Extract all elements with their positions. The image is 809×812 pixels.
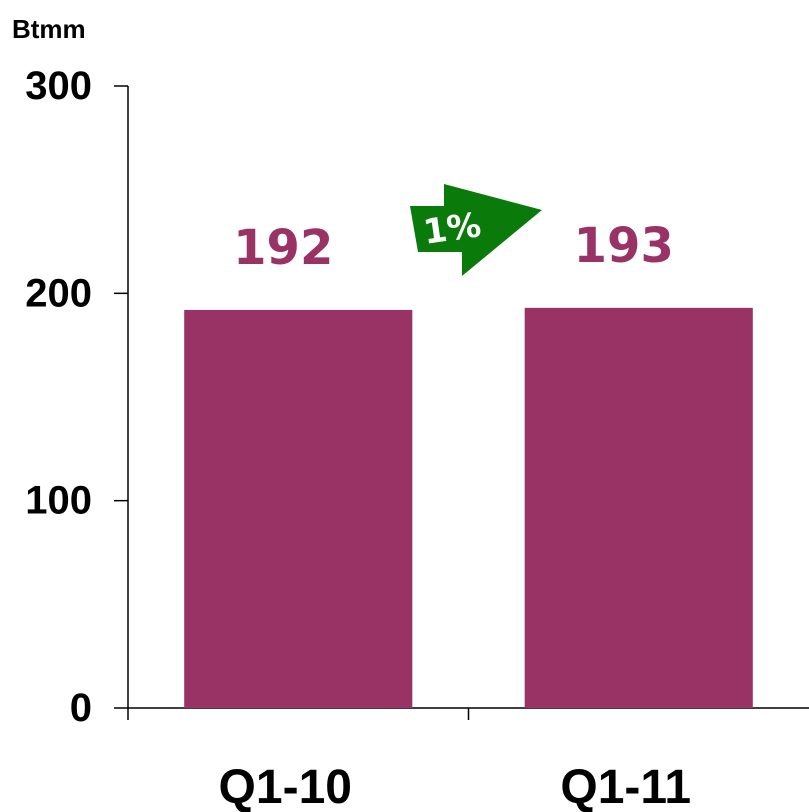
data-labels: 192 193 [233,218,674,276]
y-tick-label: 200 [25,271,92,315]
y-tick-label: 100 [25,479,92,523]
y-axis-unit-label: Btmm [12,14,86,44]
growth-arrow-annotation: 1% [410,184,542,276]
bar [184,309,413,708]
x-category-label: Q1-10 [219,761,352,812]
x-category-label: Q1-11 [560,761,691,812]
bar-value-label: 193 [574,218,674,274]
y-axis: 0 100 200 300 [25,64,129,730]
right-arrow-icon [410,184,542,276]
growth-percent-label: 1% [421,205,484,253]
bar-value-label: 192 [233,220,333,276]
y-tick-label: 0 [70,686,92,730]
bar [524,307,753,708]
y-tick-label: 300 [25,64,92,108]
x-axis: Q1-10 Q1-11 [128,707,809,812]
bars [184,307,753,708]
